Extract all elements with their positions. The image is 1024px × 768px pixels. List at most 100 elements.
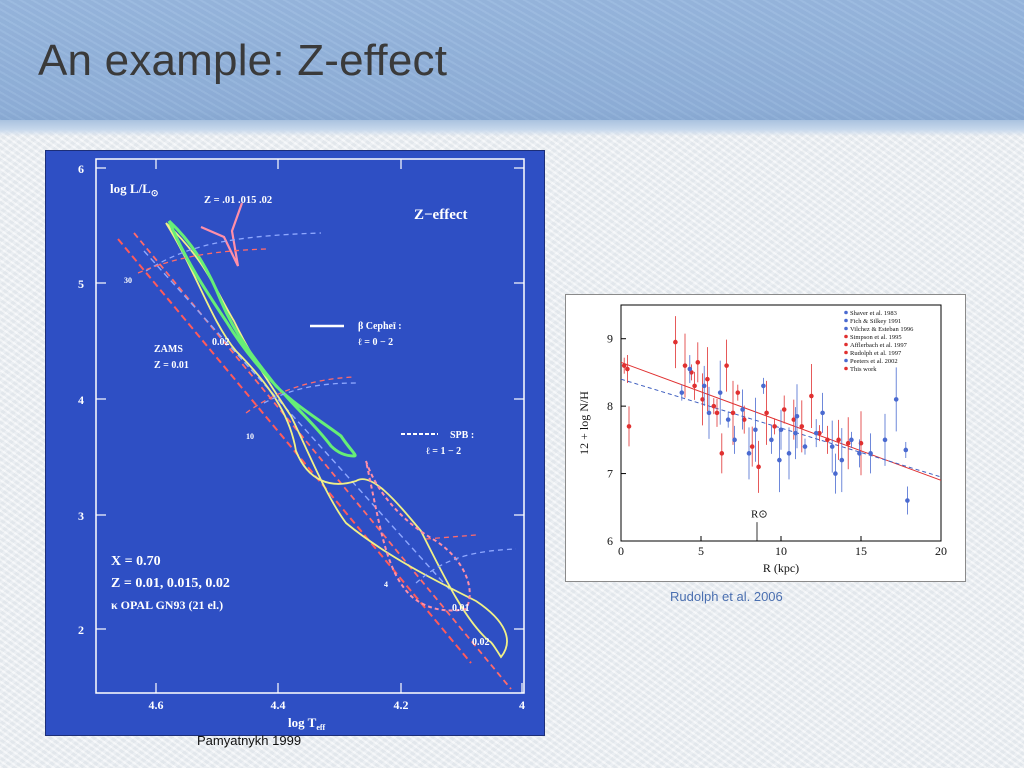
- data-point: [825, 437, 830, 443]
- data-point: [682, 363, 688, 368]
- data-point: [829, 444, 835, 449]
- label-002-upper: 0.02: [212, 337, 230, 348]
- hr-ytick-3: 3: [78, 509, 84, 523]
- caption-rudolph: Rudolph et al. 2006: [670, 589, 783, 604]
- legend-entry: Afflerbach et al. 1997: [850, 342, 908, 349]
- abundance-xlabel: R (kpc): [763, 561, 799, 575]
- abundance-chart-panel: 0 5 10 15 20 6 7 8 9 Shaver et al. 1983 Fich & Si…: [565, 294, 966, 582]
- data-point: [756, 464, 761, 470]
- data-point: [857, 451, 862, 456]
- data-point: [717, 390, 723, 395]
- track-z001-lower: [365, 460, 471, 612]
- data-point: [732, 437, 737, 443]
- track-z001-upper: [200, 202, 244, 267]
- data-point: [903, 447, 909, 453]
- legend-marker: [844, 326, 848, 331]
- legend-entry: Vilchez & Esteban 1996: [850, 326, 914, 333]
- zams-line-red-2: [133, 232, 512, 690]
- hr-ytick-4: 4: [78, 393, 84, 407]
- data-point: [845, 440, 851, 446]
- data-point: [836, 437, 841, 443]
- data-point: [705, 376, 710, 382]
- data-point: [706, 410, 712, 416]
- hr-diagram-panel: 6 5 4 3 2 4.6 4.4 4.2 4 log L/L⊙ log Tef…: [45, 150, 545, 736]
- mass-label-30: 30: [124, 276, 132, 285]
- ytick-label: 6: [607, 534, 613, 548]
- label-001-lower: 0.01: [452, 603, 470, 614]
- legend-entry: Simpson et al. 1995: [850, 334, 902, 341]
- data-point: [820, 410, 825, 416]
- data-point: [621, 363, 627, 368]
- data-point: [625, 366, 630, 372]
- data-point: [749, 444, 755, 449]
- data-point: [701, 383, 707, 389]
- data-point: [802, 444, 808, 449]
- legend-entry: Peeters et al. 2002: [850, 358, 898, 365]
- hr-xtick-4: 4: [519, 698, 525, 712]
- hr-xtick-46: 4.6: [149, 698, 164, 712]
- hr-ytick-6: 6: [78, 162, 84, 176]
- data-point: [833, 471, 838, 476]
- data-point: [719, 451, 725, 456]
- data-point: [809, 393, 814, 399]
- hr-ylabel: log L/L⊙: [110, 181, 158, 198]
- data-point: [735, 390, 741, 395]
- xtick-label: 20: [935, 544, 947, 558]
- data-point: [700, 397, 705, 402]
- abundance-points: [621, 316, 910, 515]
- data-point: [786, 451, 792, 456]
- data-point: [778, 427, 784, 433]
- track-blue-dash-3: [415, 548, 517, 584]
- data-point: [849, 437, 854, 443]
- data-point: [777, 457, 782, 463]
- param-x: X = 0.70: [111, 554, 161, 569]
- data-point: [687, 366, 693, 372]
- slide-header-band: [0, 0, 1024, 128]
- legend-spb-1: SPB :: [450, 430, 474, 441]
- track-pink-dash-2: [245, 376, 355, 414]
- zams-label-2: Z = 0.01: [154, 360, 189, 371]
- data-point: [793, 430, 798, 436]
- track-pink-dash-1: [137, 248, 267, 274]
- hr-ytick-2: 2: [78, 623, 84, 637]
- data-point: [741, 417, 747, 422]
- legend-spb-2: ℓ = 1 − 2: [426, 446, 461, 457]
- track-blue-dash-2: [263, 382, 359, 404]
- data-point: [858, 440, 864, 446]
- slide-title: An example: Z-effect: [38, 36, 448, 85]
- data-point: [746, 451, 752, 456]
- hr-xtick-42: 4.2: [394, 698, 409, 712]
- caption-pamyatnykh: Pamyatnykh 1999: [197, 733, 302, 748]
- data-point: [761, 383, 766, 389]
- hr-xtick-44: 4.4: [271, 698, 286, 712]
- legend-marker: [844, 310, 848, 315]
- param-opal: κ OPAL GN93 (21 el.): [111, 598, 223, 612]
- data-point: [769, 437, 774, 443]
- data-point: [882, 437, 888, 443]
- data-point: [714, 410, 720, 416]
- legend-marker: [844, 350, 848, 355]
- data-point: [740, 407, 745, 412]
- zams-label-1: ZAMS: [154, 344, 183, 355]
- zams-line-blue: [143, 250, 452, 592]
- param-z: Z = 0.01, 0.015, 0.02: [111, 576, 230, 591]
- data-point: [781, 407, 787, 412]
- hr-frame: [95, 158, 525, 694]
- xtick-label: 0: [618, 544, 624, 558]
- data-point: [626, 424, 632, 429]
- legend-marker: [844, 342, 848, 347]
- data-point: [679, 390, 685, 395]
- data-point: [764, 410, 769, 416]
- legend-entry: This work: [850, 366, 877, 373]
- mass-label-10: 10: [246, 432, 254, 441]
- ytick-label: 9: [607, 332, 613, 346]
- data-point: [711, 403, 717, 409]
- legend-cephei-1: β Cepheī :: [358, 321, 402, 332]
- zams-line-red: [117, 238, 472, 664]
- track-z0015: [167, 219, 357, 458]
- data-point: [813, 430, 819, 436]
- legend-marker: [844, 358, 848, 363]
- data-point: [673, 339, 678, 345]
